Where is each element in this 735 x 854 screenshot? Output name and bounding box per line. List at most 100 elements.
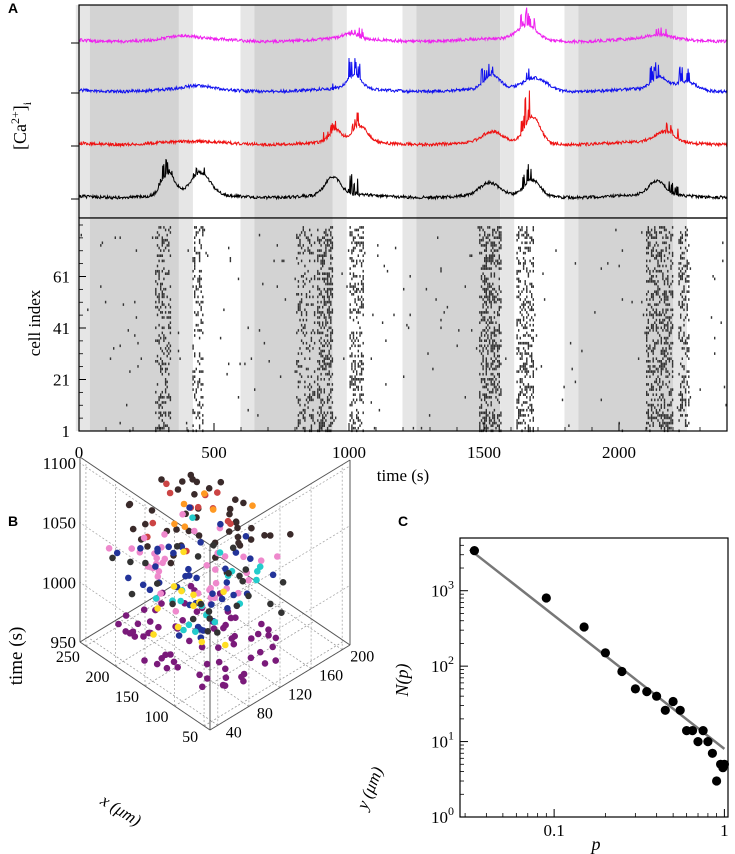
spike-mark	[484, 318, 486, 322]
spike-mark	[300, 411, 303, 415]
spike-mark	[667, 303, 669, 306]
spike-mark	[202, 321, 204, 324]
spike-mark	[479, 241, 481, 245]
spike-mark	[158, 246, 160, 250]
spike-mark	[354, 228, 356, 232]
spike-mark	[485, 236, 487, 239]
spike-mark	[359, 311, 361, 314]
spike-mark	[318, 406, 321, 409]
spike-mark	[163, 293, 165, 296]
data-point	[128, 590, 136, 598]
spike-mark	[497, 424, 499, 427]
spike-mark	[187, 249, 189, 252]
spike-mark	[649, 244, 651, 247]
spike-mark	[487, 311, 489, 314]
spike-mark	[155, 426, 157, 430]
spike-mark	[310, 303, 313, 306]
spike-mark	[526, 236, 528, 239]
data-point	[248, 524, 255, 532]
spike-mark	[357, 419, 359, 422]
spike-mark	[526, 370, 528, 373]
spike-mark	[155, 287, 157, 291]
spike-mark	[519, 246, 521, 250]
spike-mark	[555, 249, 557, 252]
spike-mark	[307, 269, 309, 273]
spike-mark	[670, 331, 672, 335]
spike-mark	[192, 344, 194, 348]
spike-mark	[485, 339, 487, 342]
spike-mark	[359, 244, 361, 247]
spike-mark	[484, 233, 486, 237]
spike-mark	[200, 277, 202, 281]
spike-mark	[655, 290, 658, 293]
spike-mark	[524, 251, 526, 255]
spike-mark	[161, 236, 163, 239]
spike-mark	[684, 339, 687, 342]
spike-mark	[493, 236, 496, 239]
trace-#ee1111	[78, 90, 728, 148]
spike-mark	[300, 352, 303, 355]
data-point	[186, 504, 193, 511]
spike-mark	[561, 398, 564, 402]
spike-mark	[492, 414, 494, 417]
spike-mark	[654, 280, 656, 283]
spike-mark	[516, 406, 518, 409]
spike-mark	[524, 280, 526, 283]
spike-mark	[652, 298, 654, 301]
spike-mark	[310, 331, 313, 335]
spike-mark	[516, 318, 518, 322]
spike-mark	[471, 329, 473, 332]
spike-mark	[354, 360, 356, 363]
spike-mark	[488, 326, 491, 330]
spike-mark	[647, 246, 649, 250]
spike-mark	[163, 339, 165, 342]
spike-mark	[326, 334, 329, 337]
spike-mark	[331, 282, 334, 286]
spike-mark	[497, 365, 499, 368]
spike-mark	[268, 360, 270, 363]
spike-mark	[482, 305, 484, 309]
spike-mark	[524, 421, 526, 425]
spike-mark	[490, 334, 492, 337]
spike-mark	[304, 357, 306, 360]
spike-mark	[482, 354, 484, 358]
spike-mark	[354, 339, 356, 342]
spike-mark	[663, 341, 666, 345]
spike-mark	[657, 403, 659, 407]
spike-mark	[488, 316, 491, 319]
x-tick-label-3d: 150	[115, 689, 139, 706]
spike-mark	[328, 349, 330, 353]
spike-mark	[320, 378, 322, 381]
spike-mark	[299, 403, 301, 407]
spike-mark	[166, 344, 168, 348]
spike-mark	[393, 313, 395, 317]
spike-mark	[299, 244, 301, 247]
data-point	[192, 628, 199, 635]
scatter-point	[600, 648, 611, 658]
spike-mark	[487, 295, 489, 299]
spike-mark	[354, 354, 356, 358]
data-point	[194, 503, 202, 511]
spike-mark	[487, 426, 489, 430]
spike-mark	[652, 295, 654, 299]
spike-mark	[516, 272, 518, 275]
spike-mark	[164, 401, 167, 404]
spike-mark	[192, 285, 194, 288]
spike-mark	[492, 293, 494, 296]
data-point	[140, 606, 148, 613]
spike-mark	[482, 367, 484, 371]
spike-mark	[532, 390, 534, 394]
spike-mark	[166, 272, 168, 275]
spike-mark	[164, 362, 167, 366]
scatter-point	[698, 726, 708, 736]
spike-mark	[440, 318, 442, 322]
spike-mark	[328, 383, 330, 386]
spike-mark	[202, 233, 204, 237]
spike-mark	[663, 403, 666, 407]
spike-mark	[161, 282, 163, 286]
spike-mark	[492, 362, 494, 366]
spike-mark	[490, 419, 492, 422]
data-point	[174, 664, 181, 671]
spike-mark	[495, 295, 497, 299]
